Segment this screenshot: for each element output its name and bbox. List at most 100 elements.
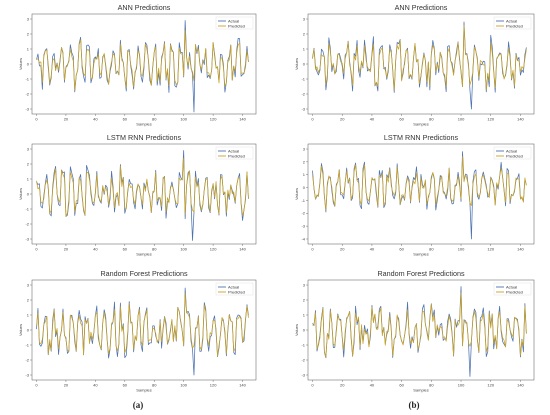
chart-title: LSTM RNN Predictions — [107, 133, 182, 142]
y-tick-label: -2 — [25, 357, 29, 362]
chart-title: LSTM RNN Predictions — [384, 133, 459, 142]
x-tick-label: 20 — [340, 117, 345, 122]
column-label-a: (a) — [133, 400, 144, 410]
x-tick-label: 0 — [35, 383, 38, 388]
series-line-predicted — [312, 155, 527, 211]
x-tick-label: 40 — [93, 383, 98, 388]
y-tick-label: -2 — [25, 91, 29, 96]
series-line-predicted — [36, 157, 249, 217]
y-tick-label: -2 — [301, 211, 305, 216]
y-tick-label: 2 — [27, 297, 30, 302]
chart-panel-2: ANN Predictions -3 -2 -1 0 1 2 3 0 20 40 60 80 100 120… — [294, 3, 535, 127]
x-tick-label: 100 — [180, 117, 187, 122]
x-tick-label: 100 — [458, 117, 465, 122]
series-line-actual — [312, 151, 527, 240]
series-line-actual — [312, 21, 527, 110]
y-tick-label: -2 — [301, 91, 305, 96]
legend-label: Predicted — [228, 153, 245, 158]
y-tick-label: 3 — [27, 282, 30, 287]
chart-panel-4: LSTM RNN Predictions -4 -3 -2 -1 0 1 2 3 0 20 40 60 8… — [294, 133, 535, 257]
y-tick-label: -1 — [301, 342, 305, 347]
x-tick-label: 100 — [458, 247, 465, 252]
x-axis-label: Samples — [136, 252, 152, 257]
x-tick-label: 120 — [210, 247, 217, 252]
series-line-predicted — [36, 293, 249, 357]
x-tick-label: 0 — [35, 247, 38, 252]
x-tick-label: 120 — [487, 247, 494, 252]
x-tick-label: 140 — [517, 117, 524, 122]
y-tick-label: -3 — [25, 106, 29, 111]
x-tick-label: 0 — [35, 117, 38, 122]
y-tick-label: -3 — [301, 372, 305, 377]
x-tick-label: 80 — [429, 383, 434, 388]
x-tick-label: 60 — [123, 247, 128, 252]
y-tick-label: 3 — [27, 16, 30, 21]
y-tick-label: 3 — [303, 16, 306, 21]
y-tick-label: 2 — [303, 297, 306, 302]
x-tick-label: 60 — [399, 117, 404, 122]
x-tick-label: 40 — [93, 117, 98, 122]
x-tick-label: 40 — [370, 247, 375, 252]
x-axis-label: Samples — [136, 122, 152, 127]
x-axis-label: Samples — [413, 388, 429, 393]
x-tick-label: 120 — [487, 383, 494, 388]
x-tick-label: 100 — [180, 247, 187, 252]
x-tick-label: 120 — [210, 383, 217, 388]
y-tick-label: 2 — [27, 161, 30, 166]
chart-panel-1: ANN Predictions -3 -2 -1 0 1 2 3 0 20 40 60 80 100 120… — [18, 3, 257, 127]
legend-label: Actual — [506, 18, 517, 23]
x-tick-label: 60 — [399, 247, 404, 252]
legend-label: Actual — [228, 148, 239, 153]
x-tick-label: 140 — [517, 247, 524, 252]
x-tick-label: 20 — [340, 383, 345, 388]
x-tick-label: 0 — [311, 247, 314, 252]
y-tick-label: 0 — [303, 327, 306, 332]
x-tick-label: 120 — [210, 117, 217, 122]
y-axis-label: Values — [18, 324, 23, 336]
y-tick-label: 1 — [303, 312, 306, 317]
legend-label: Predicted — [506, 23, 523, 28]
x-tick-label: 20 — [64, 117, 69, 122]
x-tick-label: 60 — [123, 117, 128, 122]
x-tick-label: 20 — [64, 383, 69, 388]
column-label-b: (b) — [409, 400, 420, 410]
y-tick-label: -4 — [301, 236, 305, 241]
x-tick-label: 60 — [123, 383, 128, 388]
y-tick-label: -2 — [25, 221, 29, 226]
series-line-actual — [36, 150, 249, 241]
chart-panel-5: Random Forest Predictions -3 -2 -1 0 1 2 3 0 20 40… — [18, 269, 257, 393]
chart-title: ANN Predictions — [395, 3, 448, 12]
y-tick-label: -3 — [25, 236, 29, 241]
y-tick-label: 1 — [303, 172, 306, 177]
legend-label: Predicted — [506, 289, 523, 294]
x-tick-label: 20 — [340, 247, 345, 252]
y-tick-label: -1 — [301, 76, 305, 81]
y-tick-label: 3 — [303, 282, 306, 287]
x-tick-label: 40 — [370, 383, 375, 388]
x-tick-label: 80 — [152, 247, 157, 252]
y-tick-label: 1 — [27, 312, 30, 317]
x-tick-label: 140 — [239, 247, 246, 252]
x-tick-label: 60 — [399, 383, 404, 388]
x-tick-label: 100 — [458, 383, 465, 388]
x-tick-label: 80 — [429, 247, 434, 252]
y-tick-label: -3 — [25, 372, 29, 377]
y-tick-label: 2 — [303, 159, 306, 164]
x-tick-label: 20 — [64, 247, 69, 252]
y-tick-label: -1 — [301, 198, 305, 203]
legend-label: Actual — [506, 148, 517, 153]
x-tick-label: 140 — [239, 117, 246, 122]
legend-label: Predicted — [228, 289, 245, 294]
y-axis-label: Values — [18, 188, 23, 200]
y-axis-label: Values — [18, 58, 23, 70]
chart-panel-3: LSTM RNN Predictions -3 -2 -1 0 1 2 3 0 20 40 60 80 1… — [18, 133, 257, 257]
x-tick-label: 0 — [311, 117, 314, 122]
chart-title: ANN Predictions — [118, 3, 171, 12]
x-tick-label: 140 — [517, 383, 524, 388]
y-tick-label: 0 — [27, 61, 30, 66]
series-line-predicted — [312, 292, 527, 358]
chart-title: Random Forest Predictions — [100, 269, 187, 278]
x-tick-label: 0 — [311, 383, 314, 388]
y-tick-label: -1 — [25, 342, 29, 347]
